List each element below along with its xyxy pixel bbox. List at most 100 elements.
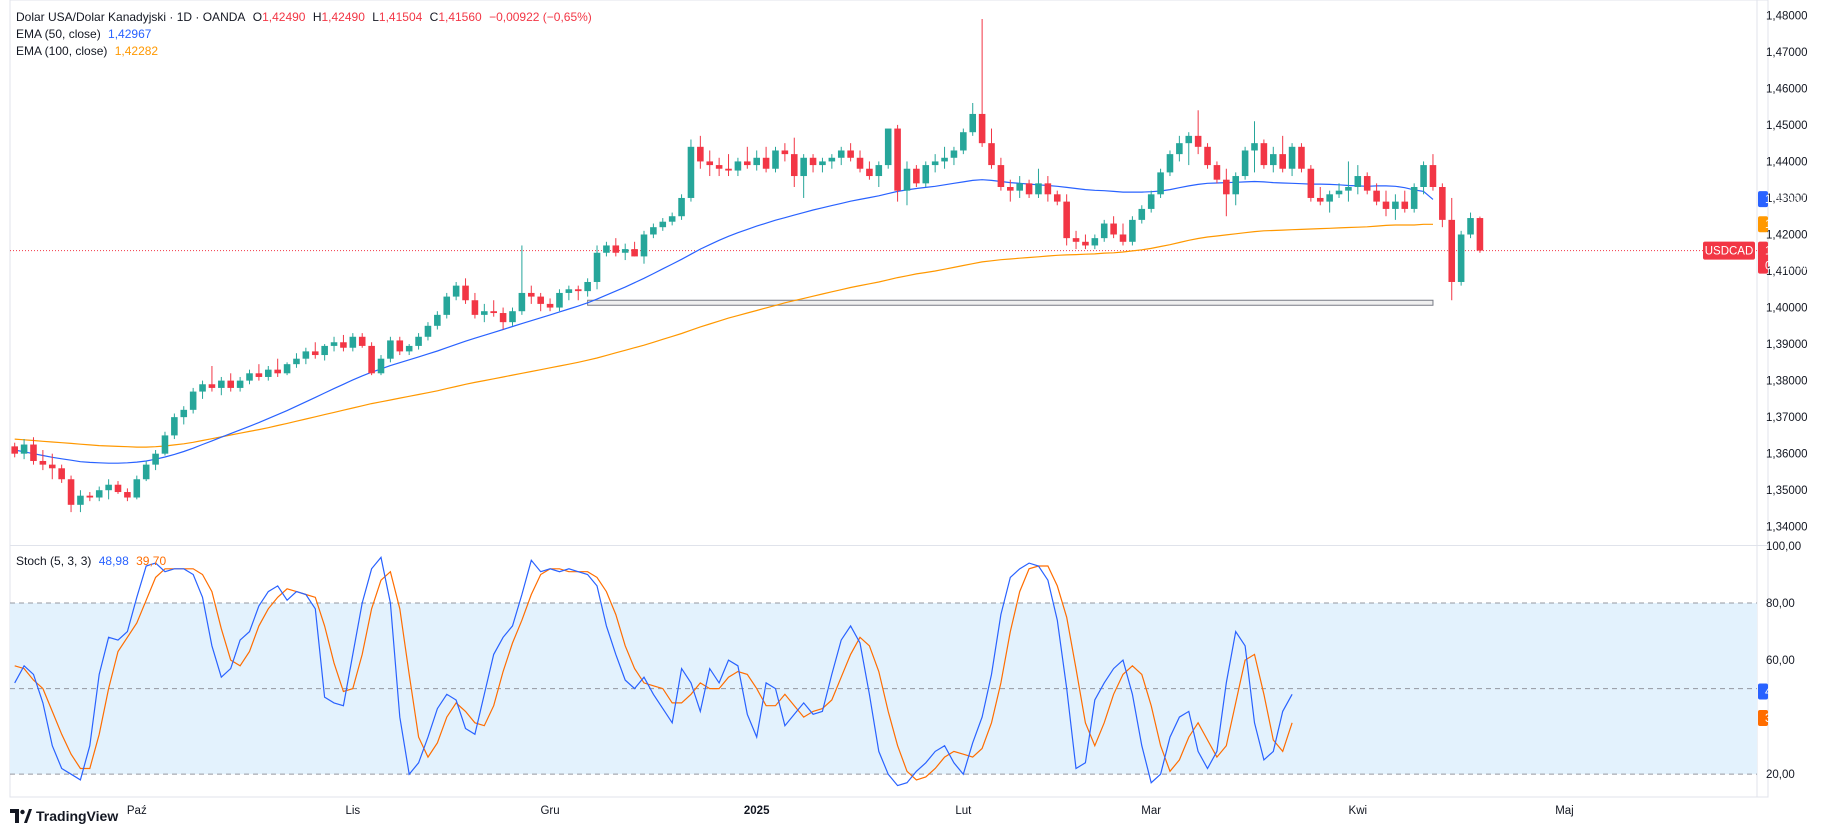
candle-body bbox=[734, 161, 742, 171]
candle-body bbox=[931, 161, 939, 166]
candle-body bbox=[1072, 238, 1080, 242]
candle-body bbox=[58, 468, 65, 480]
candle-body bbox=[546, 303, 554, 308]
candle-body bbox=[847, 150, 854, 158]
candle-body bbox=[415, 336, 422, 346]
candle-body bbox=[218, 380, 225, 388]
time-tick-label: Paź bbox=[127, 805, 147, 817]
candle-body bbox=[527, 292, 535, 297]
candle-body bbox=[1335, 190, 1343, 195]
candle-body bbox=[1129, 219, 1136, 242]
candle-body bbox=[1448, 219, 1456, 282]
candle-body bbox=[142, 464, 150, 480]
legend-close-label: C bbox=[429, 10, 439, 24]
stoch-tick-label: 20,00 bbox=[1766, 769, 1795, 781]
candle-body bbox=[659, 221, 667, 228]
legend-low-value: 1,41504 bbox=[378, 10, 423, 24]
candle-body bbox=[762, 157, 770, 169]
candle-body bbox=[1429, 165, 1437, 187]
candle-body bbox=[922, 165, 930, 184]
candle-body bbox=[1157, 172, 1164, 195]
price-tick-label: 1,43000 bbox=[1766, 193, 1808, 205]
candle-body bbox=[884, 128, 892, 166]
candle-body bbox=[86, 495, 94, 498]
stoch-d-line bbox=[14, 565, 1293, 781]
candle-body bbox=[941, 157, 948, 162]
candle-body bbox=[1307, 168, 1315, 198]
tradingview-branding[interactable]: TradingView bbox=[10, 808, 118, 824]
price-tick-label: 1,36000 bbox=[1766, 449, 1808, 461]
price-tick-label: 1,46000 bbox=[1766, 83, 1808, 95]
stoch-k-line bbox=[14, 556, 1293, 787]
candle-body bbox=[48, 464, 56, 469]
candle-body bbox=[1044, 183, 1052, 195]
candle-body bbox=[1007, 187, 1014, 191]
candle-body bbox=[715, 165, 723, 169]
candle-body bbox=[1316, 197, 1324, 202]
stoch-d-tag: 39,70 bbox=[1765, 713, 1794, 725]
legend-stoch-label: Stoch (5, 3, 3) bbox=[16, 554, 92, 568]
candle-body bbox=[1016, 183, 1023, 191]
candle-body bbox=[574, 289, 582, 292]
price-tick-label: 1,48000 bbox=[1766, 10, 1808, 22]
candle-body bbox=[518, 292, 526, 312]
stoch-legend[interactable]: Stoch (5, 3, 3) 48,98 39,70 bbox=[16, 553, 170, 570]
candle-body bbox=[1326, 194, 1333, 202]
candle-body bbox=[1382, 201, 1390, 209]
candle-body bbox=[621, 249, 629, 253]
candle-body bbox=[208, 384, 216, 388]
candle-body bbox=[387, 340, 394, 359]
candle-body bbox=[687, 146, 695, 198]
price-tick-label: 1,34000 bbox=[1766, 522, 1808, 534]
candle-body bbox=[1476, 218, 1484, 251]
candle-body bbox=[1091, 238, 1099, 246]
stoch-k-tag: 48,98 bbox=[1765, 687, 1794, 699]
candle-body bbox=[424, 325, 432, 337]
candle-body bbox=[772, 150, 779, 169]
candle-body bbox=[603, 245, 610, 253]
legend-stoch-k-value: 48,98 bbox=[98, 554, 129, 568]
candle-body bbox=[161, 435, 169, 454]
legend-change-value: −0,00922 (−0,65%) bbox=[489, 10, 592, 24]
candle-body bbox=[631, 249, 638, 257]
price-tick-label: 1,39000 bbox=[1766, 339, 1808, 351]
current-price-tag-bg bbox=[1758, 241, 1768, 274]
candle-body bbox=[1392, 201, 1399, 209]
candle-body bbox=[978, 113, 986, 144]
candle-body bbox=[1119, 234, 1127, 242]
candle-body bbox=[452, 285, 460, 297]
legend-low-label: L bbox=[372, 10, 379, 24]
candle-body bbox=[171, 417, 178, 436]
ema50-line bbox=[14, 179, 1434, 464]
candle-body bbox=[903, 168, 911, 191]
candle-body bbox=[95, 490, 103, 498]
legend-open-value: 1,42490 bbox=[262, 10, 306, 24]
candle-body bbox=[321, 345, 328, 356]
legend-close-value: 1,41560 bbox=[438, 10, 482, 24]
legend-open-label: O bbox=[252, 10, 263, 24]
legend-ema100-row[interactable]: EMA (100, close) 1,42282 bbox=[16, 43, 596, 60]
time-tick-label: Gru bbox=[540, 805, 559, 817]
candle-body bbox=[1410, 187, 1418, 209]
legend-ema50-row[interactable]: EMA (50, close) 1,42967 bbox=[16, 26, 596, 43]
stoch-tick-label: 80,00 bbox=[1766, 598, 1795, 610]
candle-body bbox=[67, 479, 75, 505]
candle-body bbox=[311, 351, 319, 356]
candle-body bbox=[189, 391, 197, 410]
time-tick-label: Kwi bbox=[1349, 805, 1368, 817]
candle-body bbox=[1035, 183, 1042, 195]
time-tick-label: Mar bbox=[1141, 805, 1161, 817]
tradingview-logo-text: TradingView bbox=[36, 808, 119, 824]
candle-body bbox=[866, 168, 873, 177]
time-tick-label: 2025 bbox=[744, 805, 770, 817]
candle-body bbox=[875, 165, 883, 177]
candle-body bbox=[781, 150, 789, 155]
candle-body bbox=[1401, 201, 1409, 209]
candle-body bbox=[856, 157, 864, 169]
candle-body bbox=[1110, 223, 1117, 235]
price-tick-label: 1,44000 bbox=[1766, 156, 1808, 168]
price-tick-label: 1,41000 bbox=[1766, 266, 1808, 278]
legend-symbol-title[interactable]: Dolar USA/Dolar Kanadyjski · 1D · OANDA bbox=[16, 10, 246, 24]
price-tick-label: 1,42000 bbox=[1766, 229, 1808, 241]
